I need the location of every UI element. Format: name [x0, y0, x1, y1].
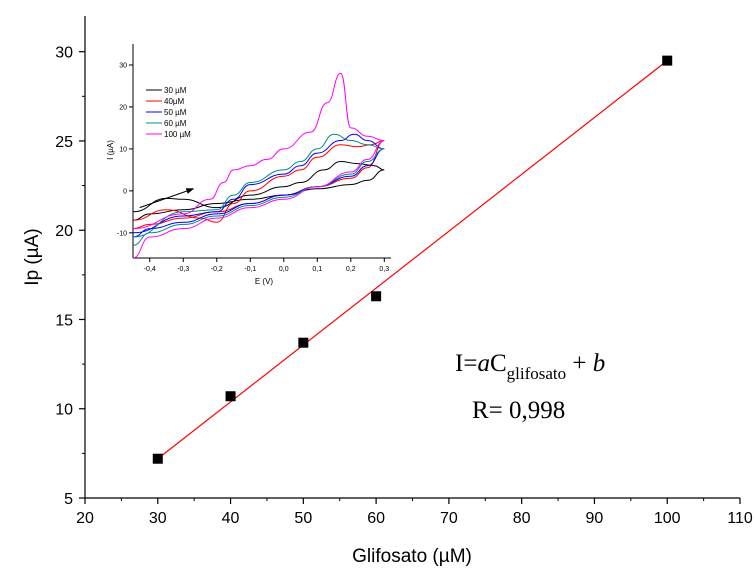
- cv-curve: [133, 133, 385, 246]
- inset-x-tick-label: -0,1: [244, 266, 256, 273]
- x-tick-label: 20: [76, 510, 94, 527]
- y-tick-label: 15: [55, 312, 73, 329]
- inset-x-tick-label: -0,4: [144, 266, 156, 273]
- data-point: [662, 55, 673, 66]
- x-tick-label: 80: [513, 510, 531, 527]
- data-point: [225, 391, 236, 402]
- data-point: [371, 291, 382, 302]
- inset-legend: 30 µM 40μM 50 µM 60 µM 100 µM: [146, 86, 191, 139]
- main-x-axis-label: Glifosato (µM): [352, 546, 472, 567]
- inset-y-tick-label: -10: [117, 230, 127, 237]
- x-tick-label: 40: [222, 510, 240, 527]
- y-tick-label: 20: [55, 223, 73, 240]
- fit-r-value: R= 0,998: [472, 397, 565, 424]
- y-tick-label: 30: [55, 45, 73, 62]
- data-point: [152, 453, 163, 464]
- inset-x-tick-label: -0,3: [177, 266, 189, 273]
- legend-label: 40μM: [164, 97, 185, 106]
- inset-frame: [133, 44, 391, 258]
- inset-y-axis-label: I (µA): [106, 140, 115, 160]
- inset-x-tick-label: 0,0: [279, 266, 289, 273]
- legend-label: 30 µM: [164, 86, 187, 95]
- legend-label: 50 µM: [164, 108, 187, 117]
- inset-y-tick-label: 0: [123, 188, 127, 195]
- legend-label: 100 µM: [164, 130, 191, 139]
- y-tick-label: 5: [64, 491, 73, 508]
- x-tick-label: 70: [440, 510, 458, 527]
- fit-equation: I=aCglifosato + b: [455, 350, 605, 383]
- inset-x-tick-label: 0,3: [379, 266, 389, 273]
- y-tick-label: 25: [55, 134, 73, 151]
- inset-x-tick-label: -0,2: [211, 266, 223, 273]
- inset-y-tick-label: 10: [119, 146, 127, 153]
- legend-label: 60 µM: [164, 119, 187, 128]
- inset-x-tick-label: 0,2: [346, 266, 356, 273]
- x-tick-label: 50: [294, 510, 312, 527]
- inset-x-axis-label: E (V): [255, 277, 274, 286]
- y-tick-label: 10: [55, 402, 73, 419]
- x-tick-label: 30: [149, 510, 167, 527]
- cv-curve: [133, 72, 385, 258]
- inset-plot: -0,4 -0,3 -0,2 -0,1 0,0 0,1 0,2 0,3 -10 0 10 20 30 …: [106, 44, 391, 286]
- x-tick-label: 100: [654, 510, 681, 527]
- x-tick-label: 60: [367, 510, 385, 527]
- scan-direction-arrow: [139, 188, 195, 209]
- inset-x-tick-label: 0,1: [312, 266, 322, 273]
- inset-y-tick-label: 20: [119, 104, 127, 111]
- x-tick-label: 90: [586, 510, 604, 527]
- inset-y-tick-label: 30: [119, 62, 127, 69]
- data-point: [298, 337, 309, 348]
- cv-curve: [133, 133, 385, 238]
- main-y-axis-label: Ip (µA): [22, 228, 43, 285]
- fit-line: [157, 60, 668, 460]
- x-tick-label: 110: [727, 510, 753, 527]
